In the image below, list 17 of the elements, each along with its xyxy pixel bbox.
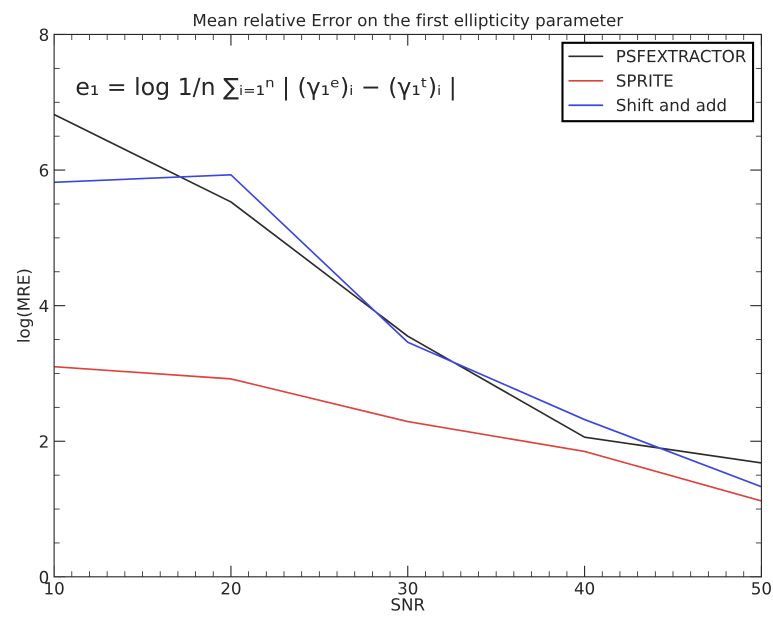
x-tick-label: 30 [398, 582, 418, 595]
y-axis-title: log(MRE) [16, 270, 34, 342]
x-tick-label: 50 [752, 582, 771, 595]
legend-label: PSFEXTRACTOR [617, 50, 746, 62]
y-tick-label: 4 [39, 300, 48, 312]
x-tick-label: 20 [222, 582, 240, 595]
x-tick-label: 40 [574, 582, 594, 595]
y-tick-label: 0 [40, 570, 48, 584]
chart-title: Mean relative Error on the first ellipticity parameter [194, 13, 624, 30]
legend-label: SPRITE [616, 74, 673, 87]
x-tick-label: 10 [45, 582, 64, 595]
legend-label: Shift and add [616, 98, 726, 112]
y-tick-label: 8 [40, 28, 48, 42]
y-tick-label: 6 [40, 164, 48, 177]
y-tick-label: 2 [40, 435, 48, 448]
x-axis-title: SNR [392, 598, 425, 611]
annotation: e₁ = log 1/n ∑ᵢ₌₁ⁿ | (γ₁ᵉ)ᵢ − (γ₁ᵗ)ᵢ | [76, 76, 454, 101]
